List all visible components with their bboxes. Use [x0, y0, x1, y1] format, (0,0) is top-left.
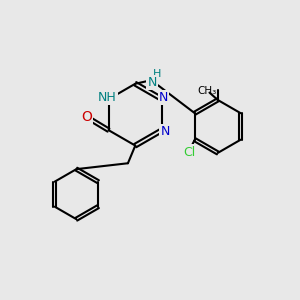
Text: CH₃: CH₃ [197, 86, 216, 96]
Text: N: N [160, 125, 170, 138]
Text: N: N [147, 76, 157, 89]
Text: H: H [153, 69, 161, 79]
Text: Cl: Cl [183, 146, 195, 159]
Text: NH: NH [98, 91, 116, 104]
Text: O: O [81, 110, 92, 124]
Text: N: N [159, 91, 168, 104]
